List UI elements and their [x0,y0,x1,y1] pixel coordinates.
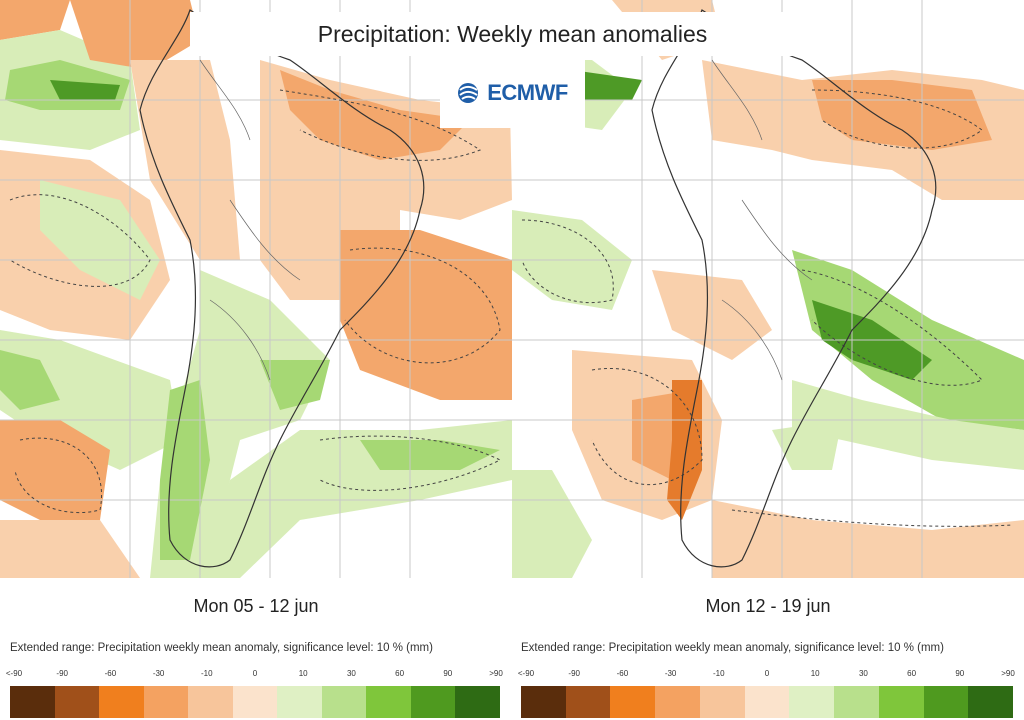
title-banner: Precipitation: Weekly mean anomalies [190,12,835,56]
legend-tick-label: 0 [764,669,770,678]
legend-tick-label: >90 [1001,669,1015,678]
legend-colorbar-left [10,686,501,718]
legend-swatch [744,686,790,718]
legend-tick-label: -90 [56,669,68,678]
legend-tick-label: -30 [152,669,165,678]
period-label-left: Mon 05 - 12 jun [193,596,319,616]
legend-swatch [655,686,700,718]
legend-tick-label: <-90 [5,669,23,678]
legend-tick-label: -90 [568,669,580,678]
legend-tick-label: -60 [616,669,629,678]
legend-swatch [968,686,1014,718]
map-panel-right [512,0,1024,578]
legend-tick-label: >90 [489,669,503,678]
legend-colorbar-right [521,686,1014,718]
legend-tick-label: 90 [443,669,453,678]
legend-swatch [521,686,566,718]
legend-swatch [232,686,278,718]
legend-swatch [834,686,879,718]
legend-tick-label: 90 [955,669,965,678]
legend-swatch [10,686,55,718]
legend-tick-label: -30 [664,669,677,678]
legend-tick-label: 60 [395,669,405,678]
legend-swatch [410,686,456,718]
legend-tick-label: 10 [810,669,820,678]
legend-ticks-right: <-90 -90 -60 -30 -10 0 10 30 60 90 >90 [512,669,1015,681]
legend-title-right: Extended range: Precipitation weekly mea… [521,642,944,654]
legend-swatch [923,686,969,718]
anomaly-map-right [512,0,1024,578]
legend-tick-label: -10 [201,669,213,678]
legend-tick-label: 0 [252,669,258,678]
legend-tick-label: 10 [298,669,308,678]
legend-swatch [878,686,924,718]
period-label-right: Mon 12 - 19 jun [705,596,831,616]
legend-swatch [321,686,367,718]
legend-swatch [610,686,656,718]
legend-tick-label: 60 [907,669,917,678]
legend-swatch [565,686,611,718]
legend-tick-label: -10 [713,669,725,678]
legend-swatch [99,686,144,718]
legend-swatch [366,686,411,718]
ecmwf-logo-text: ECMWF [487,80,568,105]
legend-ticks-left: <-90 -90 -60 -30 -10 0 10 30 60 90 >90 [0,669,503,681]
legend-title-left: Extended range: Precipitation weekly mea… [10,642,433,654]
map-panel-left [0,0,512,578]
legend-swatch [143,686,189,718]
legend-swatch [699,686,745,718]
legend-swatch [277,686,322,718]
legend-swatch [188,686,233,718]
anomaly-map-left [0,0,512,578]
legend-swatch [455,686,501,718]
ecmwf-logo: ECMWF [440,58,585,128]
legend-swatch [54,686,100,718]
legend-swatch [789,686,835,718]
legend-tick-label: 30 [346,669,356,678]
legend-tick-label: -60 [104,669,117,678]
page-title: Precipitation: Weekly mean anomalies [317,21,708,47]
ecmwf-logo-icon [458,83,479,103]
legend-tick-label: 30 [858,669,868,678]
legend-tick-label: <-90 [517,669,535,678]
